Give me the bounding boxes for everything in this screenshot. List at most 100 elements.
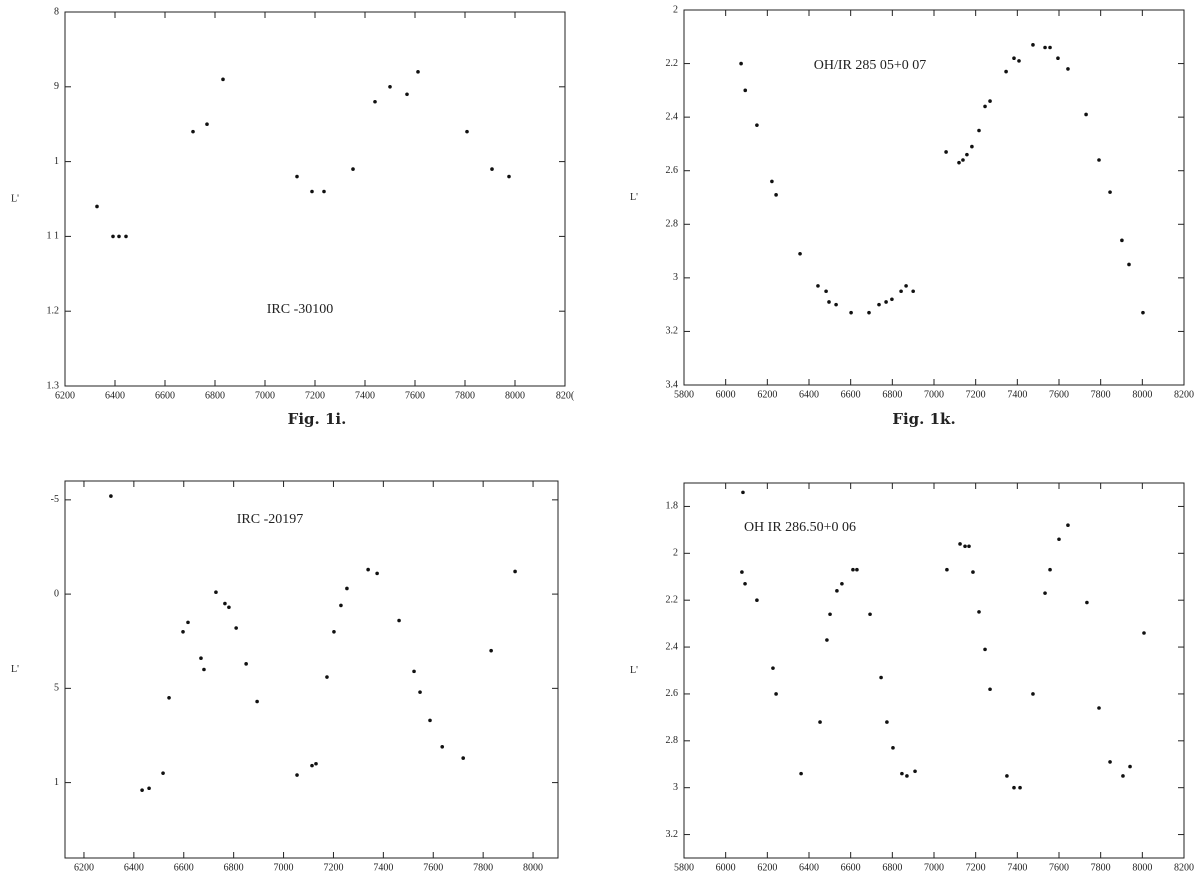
point [366,567,370,572]
point [405,92,409,97]
y-tick-label: 5 [54,683,59,694]
x-tick-label: 6000 [716,862,736,873]
y-tick-label: 0 [54,588,59,599]
y-tick-label: -5 [51,494,59,505]
x-tick-label: 6800 [205,390,225,401]
point [412,669,416,674]
y-tick-label: 2.8 [666,735,679,746]
point [743,581,747,586]
x-tick-label: 6400 [124,862,144,873]
x-tick-label: 8000 [505,390,525,401]
point [840,581,844,586]
point [1141,310,1145,315]
x-tick-label: 7600 [423,862,443,873]
y-tick-label: 3 [673,782,678,793]
point [397,618,401,623]
y-axis-label: L' [11,193,19,204]
point [95,204,99,209]
point [824,289,828,294]
y-tick-label: 3.2 [666,326,679,337]
y-tick-label: 2.6 [666,688,679,699]
point [1031,43,1035,47]
point [140,788,144,792]
x-tick-label: 7200 [305,390,325,401]
point [798,251,802,256]
x-tick-label: 5800 [674,389,694,400]
x-tick-label: 7600 [1049,389,1069,400]
point [221,77,225,82]
point [191,129,195,134]
point [867,310,871,315]
point [945,567,949,572]
point [325,675,329,679]
x-tick-label: 7800 [455,390,475,401]
point [418,690,422,694]
x-tick-label: 6200 [74,862,94,873]
point [1108,760,1112,764]
point [351,167,355,171]
point [117,234,121,239]
point [1084,112,1088,117]
point [877,302,881,307]
point [913,769,917,774]
x-tick-label: 7000 [924,862,944,873]
x-tick-label: 6800 [882,862,902,873]
point [890,297,894,302]
point [1066,67,1070,71]
x-tick-label: 6400 [799,862,819,873]
x-tick-label: 8200 [1174,862,1194,873]
point [774,193,778,197]
x-tick-label: 8000 [523,862,543,873]
x-tick-label: 7800 [1091,862,1111,873]
point [314,761,318,766]
y-tick-label: 8 [54,6,59,17]
x-tick-label: 7000 [274,862,294,873]
point [1004,69,1008,74]
x-tick-label: 7400 [355,390,375,401]
point [825,638,829,642]
point [255,699,259,704]
point [295,174,299,179]
point [899,289,903,294]
x-tick-label: 7800 [473,862,493,873]
annotation: OH IR 286.50+0 06 [744,520,856,535]
point [988,687,992,692]
caption: Fig. 1i. [288,410,347,428]
point [388,85,392,89]
x-tick-label: 7400 [1007,389,1027,400]
point [755,123,759,127]
point [799,771,803,776]
point [967,544,971,549]
point [1085,600,1089,605]
y-tick-label: 1 1 [47,231,60,242]
y-tick-label: 3.2 [666,829,679,840]
point [489,648,493,653]
point [855,567,859,572]
point [1031,692,1035,696]
y-tick-label: 2.4 [666,111,679,122]
point [965,152,969,157]
x-tick-label: 6800 [224,862,244,873]
point [214,590,218,595]
point [983,647,987,652]
x-tick-label: 6600 [841,862,861,873]
point [868,612,872,617]
x-tick-label: 8200 [1174,389,1194,400]
point [1005,774,1009,778]
y-tick-label: 2.8 [666,219,679,230]
point [490,167,494,171]
point [244,662,248,666]
point [971,570,975,574]
y-tick-label: 1 [54,156,59,167]
x-tick-label: 7600 [1049,862,1069,873]
point [743,88,748,93]
point [904,284,908,288]
point [147,786,151,791]
point [234,626,238,630]
x-tick-label: 6200 [757,862,777,873]
point [428,718,432,723]
point [373,99,377,104]
point [963,544,967,549]
annotation: OH/IR 285 05+0 07 [814,58,927,73]
point [202,667,206,672]
